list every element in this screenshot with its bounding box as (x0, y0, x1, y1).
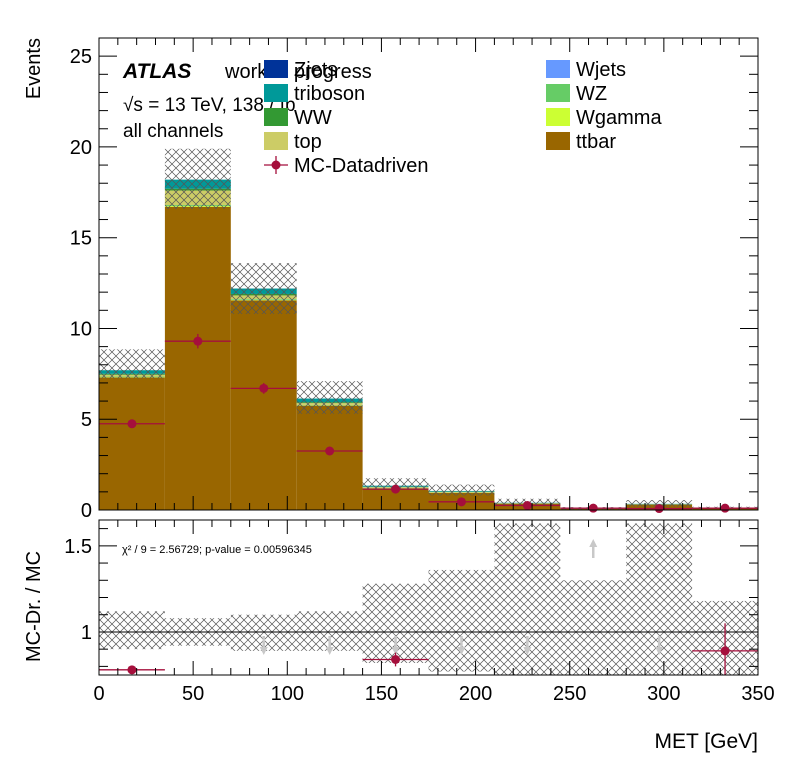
offscale-arrowhead-2 (259, 647, 268, 655)
legend-swatch-wjets (546, 60, 570, 78)
point-0 (127, 419, 137, 429)
main-panel: 0 5 10 15 20 25 Events ATLAS work in progress… (23, 37, 759, 522)
legend-swatch-ww (264, 108, 288, 126)
legend-swatch-zjets (264, 60, 288, 78)
bar-ttbar-4 (362, 488, 429, 510)
uncertainty-bin-4 (362, 478, 429, 491)
legend-label-ttbar: ttbar (576, 131, 616, 153)
point-8 (654, 504, 664, 514)
main-x-axis (98, 38, 759, 510)
ratio-uncertainty-bin-0 (99, 611, 165, 650)
bar-ttbar-1 (164, 206, 231, 511)
ratio-annotation: χ² / 9 = 2.56729; p-value = 0.00596345 (122, 544, 312, 556)
uncertainty-bin-3 (296, 381, 363, 414)
uncertainty-bin-0 (99, 349, 165, 379)
x-tick-label: 300 (647, 683, 680, 705)
legend-swatch-wz (546, 84, 570, 102)
uncertainty-bin-2 (230, 263, 297, 314)
bar-ttbar-0 (99, 377, 165, 510)
ratio-x-axis: 0 50 100 150 200 250 300 350 (93, 520, 775, 705)
ratio-ylabel: MC-Dr. / MC (23, 551, 45, 662)
legend-label-zjets: Zjets (294, 59, 337, 81)
offscale-arrows (259, 539, 664, 655)
ratio-ytick-label: 1.5 (64, 536, 92, 558)
x-tick-label: 200 (459, 683, 492, 705)
atlas-label: ATLAS (122, 60, 191, 83)
offscale-arrowhead-6 (523, 647, 532, 655)
x-tick-label: 50 (182, 683, 204, 705)
uncertainty-bin-1 (164, 148, 231, 209)
legend-label-top: top (294, 131, 322, 153)
main-ytick-label: 20 (70, 137, 92, 159)
x-tick-label: 350 (741, 683, 774, 705)
main-ytick-label: 10 (70, 318, 92, 340)
legend-label-wz: WZ (576, 83, 607, 105)
ratio-uncertainty-bin-5 (428, 569, 495, 672)
main-ytick-label: 0 (81, 500, 92, 522)
point-6 (522, 500, 532, 510)
main-ytick-label: 25 (70, 46, 92, 68)
bar-ttbar-3 (296, 405, 363, 510)
ratio-ytick-label: 1 (81, 622, 92, 644)
main-ylabel: Events (23, 38, 45, 99)
legend-label-wgamma: Wgamma (576, 107, 662, 129)
legend-swatch-ttbar (546, 132, 570, 150)
ratio-points (99, 623, 758, 675)
legend-marker-point (271, 160, 281, 170)
legend-swatch-triboson (264, 84, 288, 102)
ratio-point-4 (391, 655, 401, 664)
x-tick-label: 100 (271, 683, 304, 705)
offscale-arrowhead-8 (655, 647, 664, 655)
legend-label-mc-datadriven: MC-Datadriven (294, 155, 428, 177)
point-1 (193, 336, 203, 346)
main-y-axis: 0 5 10 15 20 25 (70, 37, 758, 522)
x-axis-label: MET [GeV] (655, 730, 758, 753)
x-tick-label: 0 (93, 683, 104, 705)
legend-label-triboson: triboson (294, 83, 365, 105)
channel-label: all channels (123, 121, 223, 142)
point-4 (391, 484, 401, 494)
legend-swatch-top (264, 132, 288, 150)
point-5 (456, 497, 466, 507)
uncertainty-bin-5 (428, 484, 495, 496)
ratio-panel: 11.5 0 50 100 150 200 250 300 350 χ² / 9 = 2.56… (23, 519, 775, 753)
legend-swatch-wgamma (546, 108, 570, 126)
main-ytick-label: 15 (70, 228, 92, 250)
ratio-uncertainty-band (99, 523, 758, 675)
uncertainty-bin-8 (626, 500, 693, 507)
point-7 (588, 503, 598, 513)
ratio-uncertainty-bin-7 (560, 580, 627, 675)
x-tick-label: 150 (365, 683, 398, 705)
ratio-point-0 (127, 665, 137, 675)
energy-label: √s = 13 TeV, 138 / fb (123, 95, 296, 116)
status-label: work in progress (224, 61, 372, 83)
legend-label-ww: WW (294, 107, 332, 129)
offscale-arrowhead-4 (391, 647, 400, 655)
ratio-y-axis: 11.5 (64, 528, 758, 667)
offscale-arrowhead-3 (325, 647, 334, 655)
offscale-arrowhead-7 (589, 539, 598, 547)
point-9 (720, 503, 730, 513)
point-2 (259, 383, 269, 393)
x-tick-label: 250 (553, 683, 586, 705)
point-3 (325, 446, 335, 456)
mc-datadriven-points (99, 333, 758, 514)
legend-label-wjets: Wjets (576, 59, 626, 81)
offscale-arrowhead-5 (457, 647, 466, 655)
bar-ttbar-2 (230, 300, 297, 510)
ratio-point-9 (720, 646, 730, 656)
main-ytick-label: 5 (81, 409, 92, 431)
